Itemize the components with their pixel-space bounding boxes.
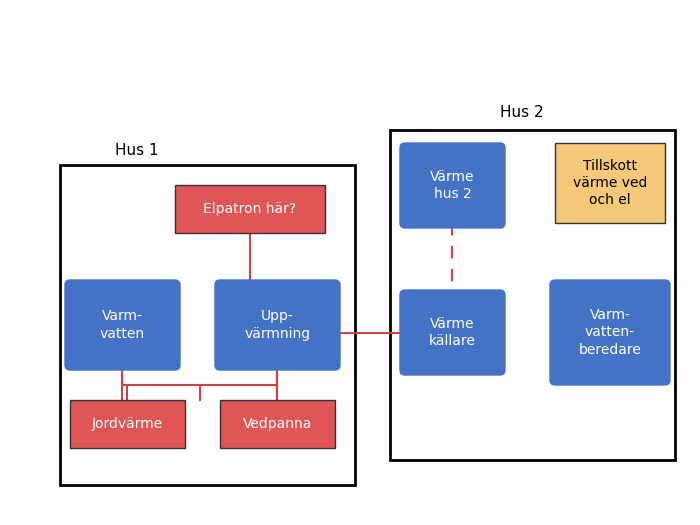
Text: Vedpanna: Vedpanna (243, 417, 312, 431)
FancyBboxPatch shape (220, 400, 335, 448)
FancyBboxPatch shape (175, 185, 325, 233)
Text: Jordvärme: Jordvärme (92, 417, 163, 431)
Text: Elpatron här?: Elpatron här? (204, 202, 297, 216)
Text: Hus 2: Hus 2 (500, 105, 544, 120)
FancyBboxPatch shape (70, 400, 185, 448)
FancyBboxPatch shape (65, 280, 180, 370)
Text: Värme
källare: Värme källare (429, 317, 476, 348)
FancyBboxPatch shape (215, 280, 340, 370)
FancyBboxPatch shape (400, 143, 505, 228)
Text: Upp-
värmning: Upp- värmning (244, 309, 311, 341)
Text: Varm-
vatten: Varm- vatten (100, 309, 145, 341)
Text: Varm-
vatten-
beredare: Varm- vatten- beredare (579, 308, 641, 357)
FancyBboxPatch shape (400, 290, 505, 375)
FancyBboxPatch shape (550, 280, 670, 385)
Text: Tillskott
värme ved
och el: Tillskott värme ved och el (573, 159, 648, 207)
FancyBboxPatch shape (390, 130, 675, 460)
Text: Hus 1: Hus 1 (115, 143, 159, 158)
FancyBboxPatch shape (555, 143, 665, 223)
FancyBboxPatch shape (60, 165, 355, 485)
Text: Värme
hus 2: Värme hus 2 (430, 170, 475, 201)
